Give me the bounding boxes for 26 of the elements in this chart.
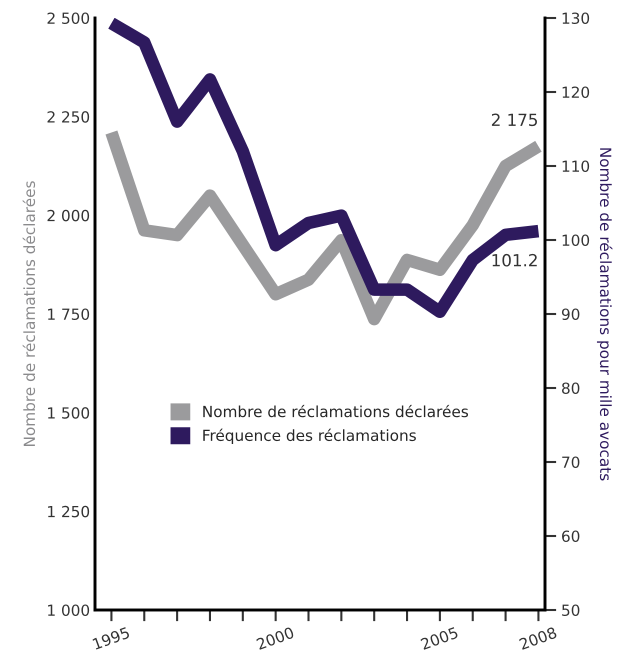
y2-tick-label: 110 — [562, 160, 590, 172]
y2-tick-label: 100 — [562, 234, 590, 246]
y2-axis-title: Nombre de réclamations pour mille avocats — [596, 148, 612, 480]
legend-label: Fréquence des réclamations — [203, 428, 416, 444]
y2-tick-label: 120 — [562, 86, 590, 98]
y2-tick-label: 90 — [562, 308, 580, 320]
data-label: 2 175 — [492, 113, 537, 126]
y2-tick-label: 50 — [562, 604, 580, 616]
data-label: 101.2 — [492, 254, 537, 267]
y-tick-label: 1 000 — [48, 604, 90, 616]
y-tick-label: 1 750 — [48, 308, 90, 320]
legend-label: Nombre de réclamations déclarées — [203, 404, 468, 418]
x-tick-label: 1995 — [92, 626, 130, 650]
y-axis-title: Nombre de réclamations déclarées — [22, 181, 36, 446]
y2-tick-label: 60 — [562, 530, 580, 542]
x-tick-label: 2005 — [420, 626, 458, 650]
y2-tick-label: 80 — [562, 382, 580, 394]
x-tick-label: 2008 — [518, 626, 558, 650]
y-tick-label: 2 500 — [48, 12, 90, 24]
y2-tick-label: 130 — [562, 12, 590, 24]
y-tick-label: 1 250 — [48, 506, 90, 518]
y2-tick-label: 70 — [562, 456, 580, 468]
y-tick-label: 1 500 — [48, 407, 90, 419]
y-tick-label: 2 250 — [48, 111, 90, 123]
y-tick-label: 2 000 — [48, 210, 90, 222]
x-tick-label: 2000 — [256, 626, 294, 650]
